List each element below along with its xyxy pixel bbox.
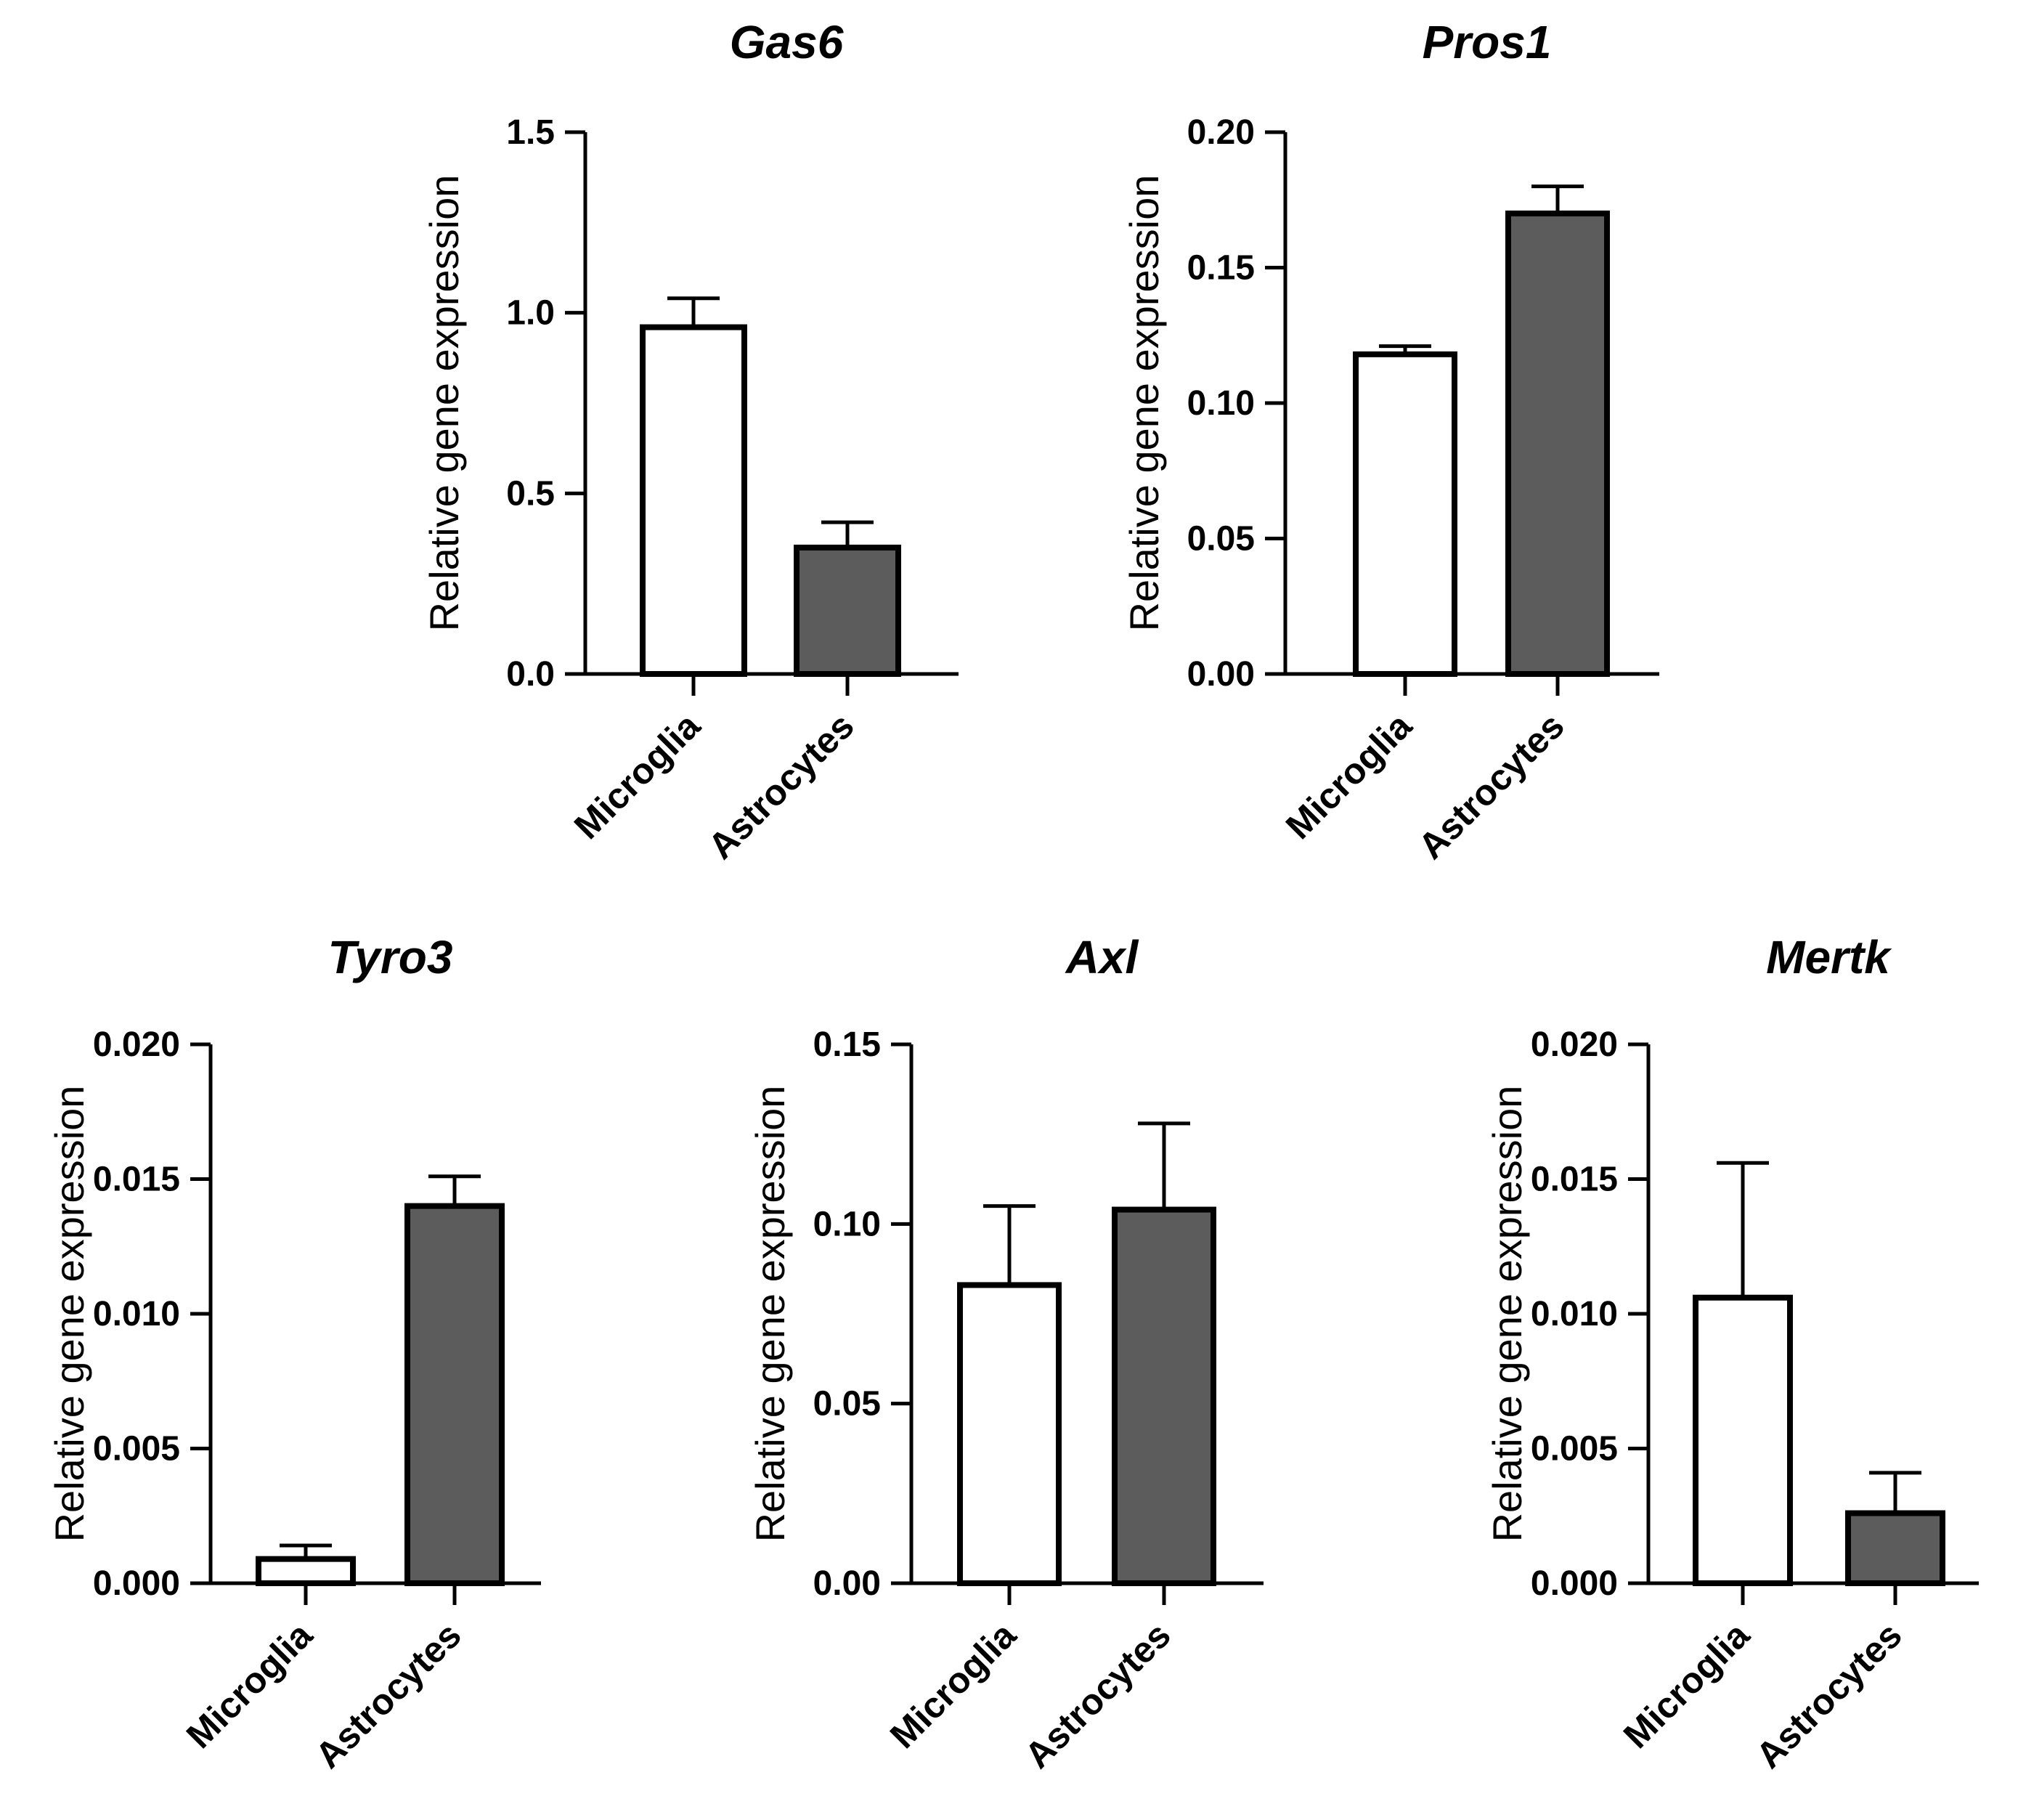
y-tick-label: 0.015: [93, 1161, 180, 1199]
y-tick-label: 0.0: [506, 655, 555, 694]
x-category-label: Astrocytes: [1410, 705, 1571, 866]
y-tick-label: 0.15: [1187, 249, 1255, 288]
y-tick-label: 0.00: [1187, 655, 1255, 694]
chart-title: Pros1: [1423, 16, 1552, 68]
y-axis-label: Relative gene expression: [1484, 1086, 1530, 1543]
bar-astrocytes: [1845, 1510, 1945, 1587]
x-category-label: Microglia: [179, 1614, 321, 1756]
chart-title: Axl: [1065, 931, 1139, 983]
y-tick-label: 0.15: [813, 1025, 881, 1064]
y-tick-label: 0.005: [93, 1430, 180, 1468]
x-category-label: Astrocytes: [700, 705, 861, 866]
bar-microglia: [1693, 1294, 1793, 1586]
y-tick-label: 0.5: [506, 474, 555, 513]
chart-panel-gas6: Gas6 Relative gene expression 0.0 0.5 1.0 1.5…: [421, 16, 959, 867]
chart-title: Gas6: [730, 16, 844, 68]
chart-title: Mertk: [1766, 931, 1892, 983]
x-category-label: Microglia: [1278, 704, 1420, 847]
y-tick-label: 0.10: [1187, 384, 1255, 423]
y-tick-label: 0.005: [1531, 1430, 1618, 1468]
x-category-label: Astrocytes: [1748, 1614, 1909, 1776]
bar-astrocytes: [794, 544, 901, 678]
y-tick-label: 0.010: [1531, 1295, 1618, 1333]
y-tick-label: 0.020: [93, 1025, 180, 1064]
bar-microglia: [957, 1282, 1062, 1586]
bar-microglia: [256, 1556, 356, 1587]
x-category-label: Astrocytes: [307, 1614, 468, 1776]
bar-astrocytes: [404, 1203, 505, 1586]
y-tick-label: 0.05: [813, 1385, 881, 1423]
bar-astrocytes: [1505, 210, 1610, 677]
y-tick-label: 0.20: [1187, 113, 1255, 152]
x-category-label: Microglia: [1616, 1614, 1758, 1756]
y-axis-label: Relative gene expression: [1121, 175, 1167, 632]
y-tick-label: 0.10: [813, 1205, 881, 1243]
y-axis-label: Relative gene expression: [46, 1086, 92, 1543]
chart-panel-axl: Axl Relative gene expression 0.00 0.05 0.10 0…: [747, 931, 1264, 1776]
bar-astrocytes: [1112, 1206, 1216, 1586]
y-axis-label: Relative gene expression: [421, 175, 467, 632]
y-tick-label: 1.0: [506, 294, 555, 333]
x-category-label: Astrocytes: [1017, 1614, 1178, 1776]
y-tick-label: 0.015: [1531, 1161, 1618, 1199]
y-axis-label: Relative gene expression: [747, 1086, 793, 1543]
y-tick-label: 0.00: [813, 1564, 881, 1603]
chart-panel-pros1: Pros1 Relative gene expression 0.00 0.05 0.1…: [1121, 16, 1659, 867]
y-tick-label: 0.010: [93, 1295, 180, 1333]
x-category-label: Microglia: [882, 1614, 1025, 1756]
bar-microglia: [640, 324, 747, 677]
y-tick-label: 0.000: [1531, 1564, 1618, 1603]
chart-title: Tyro3: [328, 931, 453, 983]
y-tick-label: 0.020: [1531, 1025, 1618, 1064]
x-category-label: Microglia: [566, 704, 709, 847]
y-tick-label: 0.000: [93, 1564, 180, 1603]
y-tick-label: 1.5: [506, 113, 555, 152]
y-tick-label: 0.05: [1187, 520, 1255, 558]
bar-microglia: [1353, 351, 1457, 677]
